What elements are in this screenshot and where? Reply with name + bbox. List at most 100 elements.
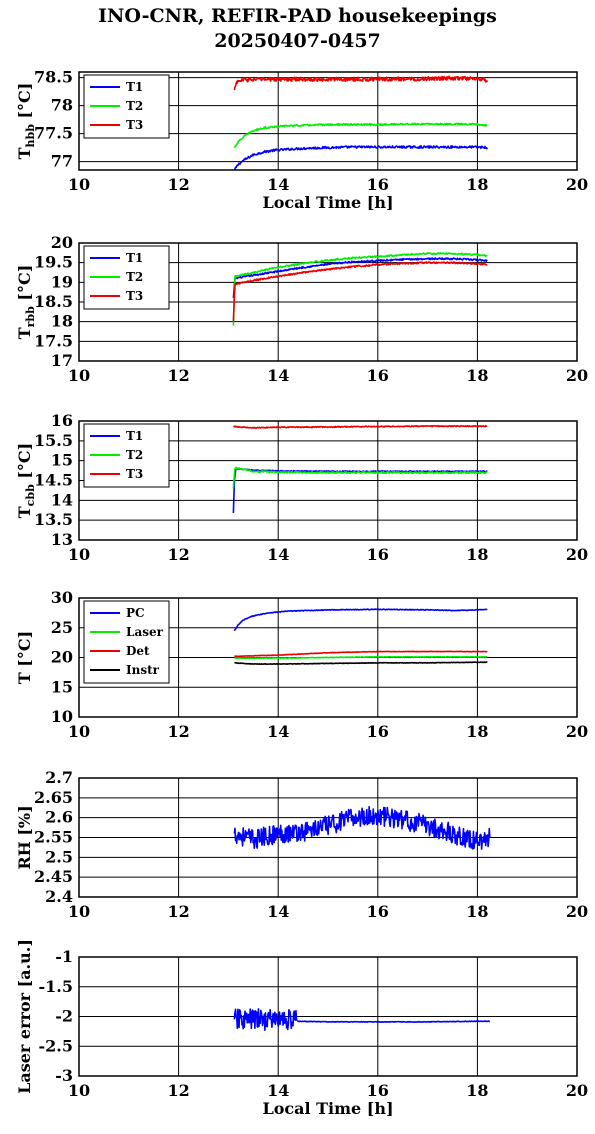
y-tick-label: 2.65: [34, 788, 73, 807]
x-tick-label: 12: [167, 722, 189, 741]
x-tick-label: 10: [68, 902, 90, 921]
series-line-laser: [234, 655, 488, 660]
y-tick-label: 20: [51, 648, 73, 667]
x-tick-label: 18: [466, 1081, 488, 1100]
x-tick-label: 14: [267, 1081, 289, 1100]
y-tick-label: -2: [55, 1007, 73, 1026]
x-tick-label: 14: [267, 902, 289, 921]
plot-frame: [78, 420, 578, 541]
y-tick-label: 13: [51, 530, 73, 549]
series-line-data: [233, 805, 491, 850]
x-tick-label: 10: [68, 175, 90, 194]
series-line-t1: [232, 257, 488, 299]
x-tick-label: 10: [68, 1081, 90, 1100]
x-tick-label: 20: [566, 902, 588, 921]
x-tick-label: 18: [466, 722, 488, 741]
y-tick-label: 77: [51, 152, 73, 171]
x-tick-label: 20: [566, 722, 588, 741]
series-line-instr: [234, 661, 488, 666]
plot-frame: [78, 71, 578, 171]
y-axis-label: Laser error [a.u.]: [15, 939, 34, 1094]
series-line-data: [296, 1020, 491, 1023]
series-line-t1: [233, 145, 489, 171]
x-axis-label: Local Time [h]: [262, 1099, 393, 1118]
y-tick-label: 14: [51, 490, 73, 509]
y-tick-label: 15: [51, 451, 73, 470]
y-tick-label: 13.5: [34, 510, 73, 529]
x-tick-label: 14: [267, 366, 289, 385]
y-tick-label: 16: [51, 411, 73, 430]
series-line-t1: [232, 467, 488, 514]
x-tick-label: 18: [466, 366, 488, 385]
y-tick-label: -1.5: [39, 977, 73, 996]
x-tick-label: 10: [68, 366, 90, 385]
series-line-t2: [232, 466, 488, 489]
figure-title: INO-CNR, REFIR-PAD housekeepings 2025040…: [0, 4, 595, 54]
y-tick-label: 14.5: [34, 471, 73, 490]
x-axis-label: Local Time [h]: [262, 193, 393, 212]
y-axis-label: T [°C]: [15, 631, 34, 684]
series-line-det: [234, 650, 488, 658]
x-tick-label: 16: [367, 366, 389, 385]
y-tick-label: 20: [51, 233, 73, 252]
figure-title-line1: INO-CNR, REFIR-PAD housekeepings: [98, 5, 497, 27]
y-axis-label: RH [%]: [15, 805, 34, 869]
y-tick-label: 78.5: [34, 68, 73, 87]
x-tick-label: 12: [167, 902, 189, 921]
plot-frame: [78, 956, 578, 1077]
x-tick-label: 16: [367, 1081, 389, 1100]
y-tick-label: 78: [51, 96, 73, 115]
x-tick-label: 12: [167, 175, 189, 194]
x-tick-label: 16: [367, 902, 389, 921]
series-line-data: [233, 1008, 298, 1031]
x-tick-label: 14: [267, 175, 289, 194]
x-tick-label: 18: [466, 545, 488, 564]
y-tick-label: 2.5: [45, 847, 73, 866]
y-tick-label: -3: [55, 1066, 73, 1085]
legend-label-t1: T1: [126, 80, 143, 94]
x-tick-label: 16: [367, 722, 389, 741]
chart-panel-2: 10 12 14 16 18 201717.51818.51919.520T1T2T3Tr…: [15, 233, 588, 385]
y-tick-label: 17: [51, 351, 73, 370]
y-tick-label: 2.55: [34, 828, 73, 847]
legend-label-t2: T2: [126, 448, 143, 462]
legend-label-t2: T2: [126, 270, 143, 284]
y-tick-label: -1: [55, 947, 73, 966]
y-tick-label: 77.5: [34, 124, 73, 143]
x-tick-label: 16: [367, 545, 389, 564]
series-line-t3: [233, 424, 488, 429]
y-tick-label: 18.5: [34, 292, 73, 311]
y-tick-label: 30: [51, 588, 73, 607]
y-tick-label: 10: [51, 707, 73, 726]
y-axis-label: Tcbb [°C]: [15, 443, 37, 518]
legend-label-pc: PC: [126, 606, 145, 620]
series-line-t3: [232, 261, 488, 322]
x-tick-label: 20: [566, 1081, 588, 1100]
chart-panel-4: 10 12 14 16 18 20 10 15 20 25 30 PC Laser Det Instr T […: [15, 588, 588, 741]
y-tick-label: 2.6: [45, 808, 73, 827]
series-line-t3: [233, 75, 489, 91]
legend-label-t2: T2: [126, 99, 143, 113]
series-line-t2: [232, 252, 488, 326]
legend-label-t3: T3: [126, 467, 143, 481]
x-tick-label: 20: [566, 545, 588, 564]
y-tick-label: 19: [51, 272, 73, 291]
y-axis-label: Thbb [°C]: [15, 83, 37, 160]
y-tick-label: 15: [51, 677, 73, 696]
series-line-pc: [233, 608, 488, 632]
x-tick-label: 18: [466, 175, 488, 194]
legend-label-instr: Instr: [126, 663, 160, 677]
y-tick-label: -2.5: [39, 1036, 73, 1055]
legend-label-t1: T1: [126, 251, 143, 265]
x-tick-label: 18: [466, 902, 488, 921]
y-tick-label: 2.4: [45, 887, 73, 906]
plot-frame: [78, 597, 578, 718]
y-tick-label: 2.45: [34, 867, 73, 886]
legend-label-laser: Laser: [126, 625, 164, 639]
x-tick-label: 20: [566, 366, 588, 385]
x-tick-label: 16: [367, 175, 389, 194]
x-tick-label: 10: [68, 722, 90, 741]
y-tick-label: 18: [51, 312, 73, 331]
legend-label-det: Det: [126, 644, 150, 658]
